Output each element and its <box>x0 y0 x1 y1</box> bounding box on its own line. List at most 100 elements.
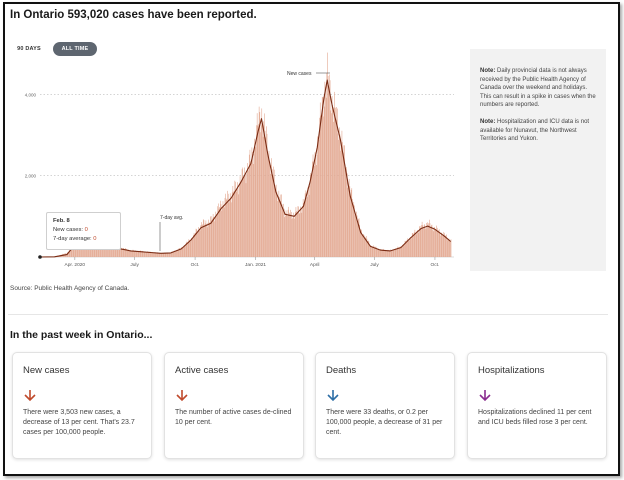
case-bar <box>158 253 160 257</box>
case-bar <box>322 96 324 257</box>
case-bar <box>361 230 362 257</box>
case-bar <box>210 216 212 257</box>
case-bar <box>439 233 441 257</box>
case-bar <box>441 232 443 257</box>
case-bar <box>329 80 331 258</box>
case-bar <box>191 239 193 257</box>
card-title: New cases <box>23 365 70 376</box>
case-bar <box>190 240 192 257</box>
case-bar <box>139 251 140 257</box>
case-bar <box>268 158 269 257</box>
case-bar <box>413 234 414 257</box>
case-bar <box>328 89 330 257</box>
case-bar <box>291 212 292 257</box>
case-bar <box>181 247 183 257</box>
case-bar <box>124 248 126 257</box>
range-90-days-button[interactable]: 90 DAYS <box>17 46 41 52</box>
case-bar <box>327 52 328 257</box>
case-bar <box>260 125 262 258</box>
case-bar <box>304 193 306 257</box>
case-bar <box>297 206 299 257</box>
case-bar <box>418 231 420 257</box>
case-bar <box>125 248 127 257</box>
case-bar <box>247 169 249 257</box>
case-bar <box>145 251 146 257</box>
case-bar <box>173 251 174 257</box>
case-bar <box>207 222 209 257</box>
case-bar <box>241 169 243 257</box>
case-bar <box>115 243 117 257</box>
case-bar <box>323 106 325 257</box>
case-bar <box>221 210 222 257</box>
case-bar <box>116 245 118 257</box>
case-bar <box>179 248 181 257</box>
case-bar <box>286 213 288 257</box>
case-bar <box>425 228 426 257</box>
case-bar <box>306 197 307 257</box>
case-bar <box>174 250 175 257</box>
case-bar <box>369 246 371 257</box>
case-bar <box>142 250 144 257</box>
hover-point <box>38 255 42 259</box>
case-bar <box>280 194 282 257</box>
case-bar <box>373 246 375 257</box>
case-bar <box>369 244 370 257</box>
case-bar <box>240 182 242 257</box>
down-arrow-icon <box>479 390 491 402</box>
case-bar <box>147 251 148 257</box>
case-bar <box>413 232 415 257</box>
case-bar <box>184 245 186 257</box>
case-bar <box>427 222 428 257</box>
case-bar <box>354 205 355 257</box>
note-label: Note: <box>480 68 496 74</box>
case-bar <box>379 250 380 257</box>
note-text: Hospitalization and ICU data is not avai… <box>480 118 590 143</box>
case-bar <box>272 174 274 257</box>
down-arrow-icon <box>24 390 36 402</box>
section-divider <box>8 314 608 315</box>
range-all-time-button[interactable]: ALL TIME <box>53 42 97 56</box>
case-bar <box>319 117 320 258</box>
case-bar <box>137 250 139 257</box>
case-bar <box>231 202 232 257</box>
case-bar <box>219 207 220 257</box>
case-bar <box>116 244 117 257</box>
case-bar <box>225 193 226 257</box>
case-bar <box>423 228 424 257</box>
case-bar <box>408 240 410 257</box>
case-bar <box>358 219 359 257</box>
case-bar <box>371 245 372 257</box>
case-bar <box>258 106 260 257</box>
y-tick-label: 4,000 <box>25 92 37 97</box>
case-bar <box>182 248 184 257</box>
case-bar <box>317 136 318 257</box>
case-bar <box>386 250 388 257</box>
case-bar <box>344 145 345 257</box>
case-bar <box>367 241 368 257</box>
case-bar <box>381 249 382 257</box>
case-bar <box>74 243 75 257</box>
case-bar <box>130 250 131 257</box>
case-bar <box>127 249 128 257</box>
case-bar <box>437 231 439 257</box>
case-bar <box>375 246 376 257</box>
case-bar <box>204 224 205 257</box>
case-bar <box>425 228 427 257</box>
case-bar <box>191 238 192 257</box>
case-bar <box>68 250 70 257</box>
case-bar <box>382 249 383 257</box>
case-bar <box>442 235 443 257</box>
case-bar <box>193 232 195 257</box>
case-bar <box>203 220 205 257</box>
case-bar <box>122 248 124 257</box>
case-bar <box>220 204 222 257</box>
case-bar <box>218 203 219 257</box>
case-bar <box>412 233 414 257</box>
case-bar <box>427 225 429 257</box>
case-bar <box>363 235 365 257</box>
case-bar <box>196 229 197 257</box>
case-bar <box>291 219 293 257</box>
case-bar <box>349 186 351 257</box>
case-bar <box>209 222 211 257</box>
case-bar <box>340 150 341 257</box>
